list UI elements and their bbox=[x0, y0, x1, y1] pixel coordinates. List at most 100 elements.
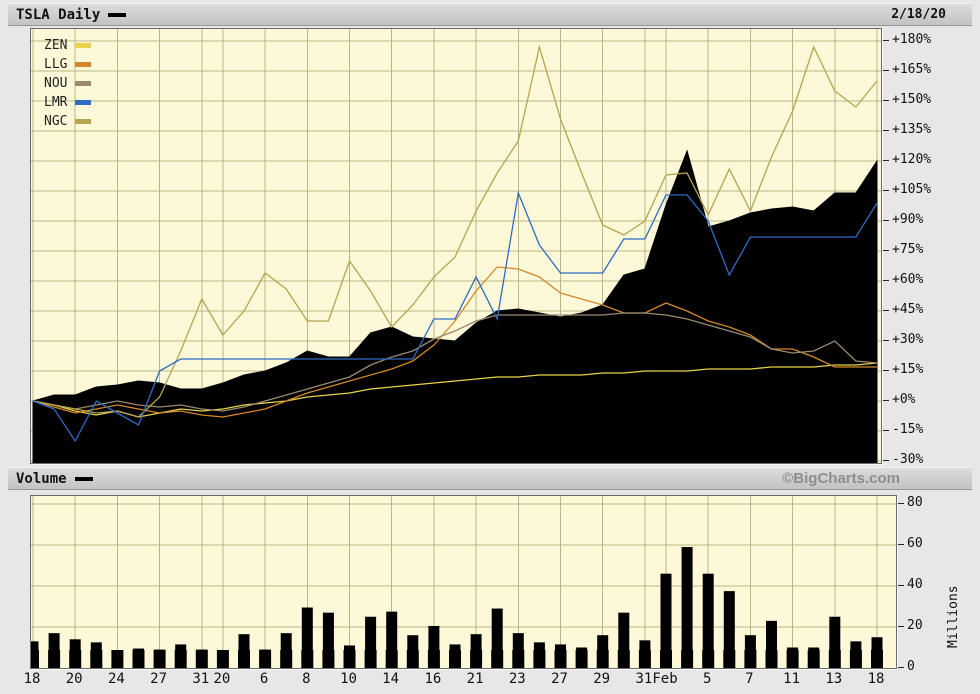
x-axis-tick-label: 27 bbox=[551, 671, 568, 687]
series-line-ZEN bbox=[32, 362, 878, 418]
legend-swatch bbox=[75, 81, 92, 86]
legend-label: NOU bbox=[44, 76, 68, 91]
x-axis-tick-label: 24 bbox=[107, 671, 125, 687]
volume-bar bbox=[449, 644, 461, 668]
volume-bar bbox=[681, 547, 693, 668]
price-chart-plot: ZEN LLG NOU LMR NGC bbox=[30, 28, 882, 464]
price-y-tick-label: +30% bbox=[882, 332, 924, 347]
volume-title: Volume bbox=[16, 470, 67, 487]
legend-label: ZEN bbox=[44, 38, 68, 53]
volume-axis-unit-label: Millions bbox=[946, 585, 961, 648]
volume-bar bbox=[766, 620, 777, 668]
volume-chart-plot bbox=[30, 495, 897, 669]
volume-bar bbox=[280, 633, 292, 668]
price-y-tick-label: +165% bbox=[882, 62, 932, 77]
legend-swatch bbox=[75, 119, 92, 124]
volume-y-tick-label: 0 bbox=[898, 659, 915, 674]
price-y-tick-label: +150% bbox=[882, 92, 932, 107]
x-axis-tick-label: 29 bbox=[593, 671, 611, 687]
volume-bar bbox=[365, 616, 377, 668]
volume-bar bbox=[639, 640, 651, 668]
price-y-tick-label: +120% bbox=[882, 152, 932, 167]
legend-label: LLG bbox=[44, 57, 68, 72]
x-axis-tick-label: 18 bbox=[867, 671, 885, 687]
price-y-tick-label: +90% bbox=[882, 212, 924, 227]
volume-bar bbox=[48, 633, 60, 668]
price-y-tick-label: -15% bbox=[882, 422, 924, 437]
legend-swatch bbox=[75, 100, 92, 105]
x-axis-tick-label: 5 bbox=[702, 671, 712, 687]
volume-bar bbox=[111, 653, 123, 668]
x-axis-tick-label: 18 bbox=[23, 671, 41, 687]
x-axis-tick-label: 20 bbox=[65, 671, 83, 687]
volume-bar bbox=[175, 644, 187, 668]
volume-bar bbox=[808, 647, 820, 668]
volume-y-tick-label: 60 bbox=[898, 536, 923, 551]
x-axis-tick-label: 8 bbox=[302, 671, 311, 687]
volume-bar bbox=[787, 647, 799, 668]
price-y-tick-label: +180% bbox=[882, 32, 932, 47]
x-axis-tick-label: 23 bbox=[508, 671, 526, 687]
x-axis-tick-label: 10 bbox=[340, 671, 357, 687]
volume-bar bbox=[90, 642, 102, 668]
price-y-tick-label: +15% bbox=[882, 362, 924, 377]
volume-bar bbox=[238, 634, 250, 668]
volume-bar bbox=[301, 607, 313, 668]
legend-item-NOU: NOU bbox=[44, 74, 92, 93]
volume-bar bbox=[386, 611, 398, 668]
volume-y-tick-label: 20 bbox=[898, 618, 923, 633]
x-axis-tick-label: 14 bbox=[382, 671, 400, 687]
volume-bar bbox=[597, 635, 609, 668]
volume-bar bbox=[31, 641, 39, 668]
volume-bar bbox=[512, 633, 524, 668]
price-y-tick-label: +105% bbox=[882, 182, 932, 197]
price-y-tick-label: -30% bbox=[882, 452, 924, 467]
legend: ZEN LLG NOU LMR NGC bbox=[44, 36, 92, 131]
volume-bar bbox=[154, 649, 166, 668]
price-y-tick-label: +75% bbox=[882, 242, 924, 257]
series-line-NGC bbox=[32, 44, 878, 418]
volume-bar bbox=[702, 573, 714, 668]
legend-item-ZEN: ZEN bbox=[44, 36, 92, 55]
series-line-NOU bbox=[32, 312, 878, 412]
volume-chart-canvas bbox=[31, 496, 896, 668]
x-axis-tick-label: 6 bbox=[259, 671, 269, 687]
volume-y-tick-label: 40 bbox=[898, 577, 923, 592]
bigcharts-watermark: ©BigCharts.com bbox=[782, 470, 900, 487]
price-y-tick-label: +0% bbox=[882, 392, 916, 407]
legend-item-LMR: LMR bbox=[44, 93, 92, 112]
x-axis-labels: 18 20 24 27 31 20 6 8 10 14 16 21 23 27 29 31 Feb 5 7 11 13 1… bbox=[24, 671, 897, 687]
series-line-LMR bbox=[32, 190, 878, 443]
x-axis-tick-label: 31 bbox=[635, 671, 653, 687]
volume-bar bbox=[744, 635, 756, 668]
series-line-LLG bbox=[32, 266, 877, 418]
x-axis-tick-label: 16 bbox=[424, 671, 442, 687]
x-axis-tick-label: 11 bbox=[783, 671, 801, 687]
volume-bar bbox=[871, 637, 883, 668]
volume-bar bbox=[322, 612, 334, 668]
volume-bar bbox=[133, 648, 144, 668]
volume-bar bbox=[407, 635, 419, 668]
price-y-tick-label: +60% bbox=[882, 272, 924, 287]
volume-bar bbox=[576, 647, 588, 668]
x-axis-tick-label: 21 bbox=[466, 671, 484, 687]
legend-swatch bbox=[75, 43, 92, 48]
volume-bar bbox=[196, 649, 208, 668]
volume-swatch bbox=[74, 476, 93, 481]
volume-bar bbox=[618, 612, 630, 668]
volume-bar bbox=[850, 641, 862, 668]
series-area-TSLA bbox=[32, 149, 878, 463]
price-y-tick-label: +135% bbox=[882, 122, 932, 137]
x-axis-tick-label: 7 bbox=[745, 671, 754, 687]
price-y-tick-label: +45% bbox=[882, 302, 924, 317]
volume-y-axis: 80 60 40 20 0 bbox=[897, 495, 967, 674]
price-chart-canvas bbox=[31, 29, 881, 463]
x-axis-tick-label: Feb bbox=[652, 671, 678, 687]
volume-bar bbox=[344, 645, 355, 668]
x-axis-tick-label: 31 bbox=[192, 671, 210, 687]
legend-swatch bbox=[75, 62, 92, 67]
volume-bar-header: Volume ©BigCharts.com bbox=[8, 467, 972, 490]
volume-bar bbox=[660, 573, 672, 668]
x-axis-tick-label: 13 bbox=[825, 671, 843, 687]
title-bar: TSLA Daily 2/18/20 bbox=[8, 3, 972, 26]
